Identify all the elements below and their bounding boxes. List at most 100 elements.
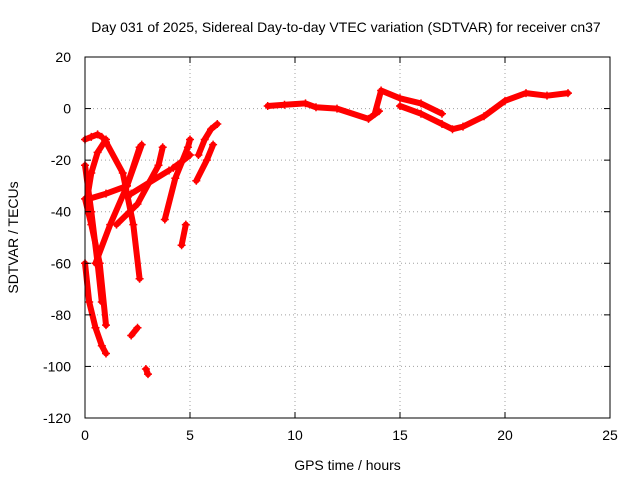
series-track-14 (192, 140, 218, 185)
series-line (92, 144, 143, 267)
data-point (480, 112, 488, 121)
series-track-19 (370, 86, 446, 118)
series-line (397, 90, 571, 133)
data-point (87, 132, 96, 141)
data-point (102, 189, 110, 198)
data-point (160, 215, 169, 224)
data-point (85, 297, 94, 306)
data-point (543, 91, 551, 100)
series-track-17 (141, 365, 152, 379)
data-point (263, 101, 272, 110)
data-point (209, 140, 218, 149)
data-point (522, 89, 530, 98)
data-point (417, 99, 425, 108)
data-point (91, 323, 100, 332)
x-tick-label: 10 (287, 427, 303, 443)
grid (85, 57, 610, 418)
x-axis-label: GPS time / hours (294, 457, 401, 473)
data-point (87, 169, 96, 178)
data-point (333, 104, 341, 113)
data-point (135, 143, 144, 152)
series-track-04 (83, 135, 110, 203)
data-point (112, 220, 121, 229)
data-point (396, 94, 404, 103)
series-track-08 (102, 138, 144, 283)
series-track-10 (127, 166, 173, 198)
data-point (181, 220, 190, 229)
data-point (179, 156, 188, 165)
data-point (186, 150, 194, 159)
series-line (103, 139, 143, 282)
data-point (93, 130, 102, 139)
series-line (84, 136, 109, 202)
x-tick-label: 0 (81, 427, 89, 443)
y-tick-label: -20 (51, 152, 71, 168)
data-point (377, 86, 386, 95)
data-point (370, 109, 379, 118)
data-point (183, 143, 192, 152)
data-point (501, 96, 509, 105)
data-point (417, 109, 425, 118)
data-point (154, 161, 163, 170)
data-point (102, 138, 110, 147)
data-point (301, 99, 310, 108)
series-track-11 (160, 135, 194, 224)
data-point (133, 199, 142, 208)
series-line (128, 324, 141, 339)
data-point (177, 241, 186, 250)
series-track-16 (127, 323, 142, 340)
y-tick-label: -100 (43, 358, 71, 374)
data-point (91, 259, 100, 268)
data-point (564, 89, 572, 98)
series-track-12 (169, 150, 194, 172)
data-point (158, 143, 167, 152)
data-point (87, 220, 96, 229)
y-tick-label: 20 (55, 49, 71, 65)
x-tick-label: 25 (602, 427, 618, 443)
y-tick-label: -80 (51, 307, 71, 323)
data-point (438, 120, 446, 129)
y-tick-label: 0 (63, 101, 71, 117)
y-axis-label: SDTVAR / TECUs (5, 181, 21, 293)
data-point (127, 189, 136, 198)
series-line (128, 167, 172, 197)
data-point (171, 174, 180, 183)
data-point (280, 100, 289, 109)
data-point (144, 370, 152, 379)
y-tick-label: -60 (51, 255, 71, 271)
data-point (448, 125, 457, 134)
plot-frame (84, 56, 611, 419)
data-point (194, 150, 203, 159)
axis-ticks: 0 5 10 15 20 25 -120 -100 -80 -60 -40 -20 0 20 (43, 49, 618, 443)
data-point (85, 194, 94, 203)
y-tick-label: -40 (51, 204, 71, 220)
data-point (169, 163, 178, 172)
series-track-02 (81, 259, 110, 358)
data-point (141, 365, 150, 374)
x-tick-label: 5 (186, 427, 194, 443)
data-point (364, 114, 373, 123)
data-series-group (81, 86, 572, 379)
data-point (144, 179, 152, 188)
data-point (200, 135, 209, 144)
series-track-20 (396, 89, 572, 134)
data-point (202, 156, 211, 165)
series-line (82, 131, 105, 143)
data-point (118, 169, 127, 178)
data-point (129, 220, 138, 229)
data-point (192, 176, 201, 185)
data-point (93, 148, 102, 157)
data-point (459, 122, 467, 131)
x-tick-label: 20 (497, 427, 513, 443)
y-tick-label: -120 (43, 410, 71, 426)
data-point (133, 323, 142, 332)
series-line (161, 136, 193, 223)
data-point (135, 274, 144, 283)
data-point (97, 341, 106, 350)
data-point (102, 349, 110, 358)
data-point (186, 135, 194, 144)
series-track-18 (263, 99, 383, 123)
data-point (127, 331, 136, 340)
data-point (207, 125, 215, 134)
